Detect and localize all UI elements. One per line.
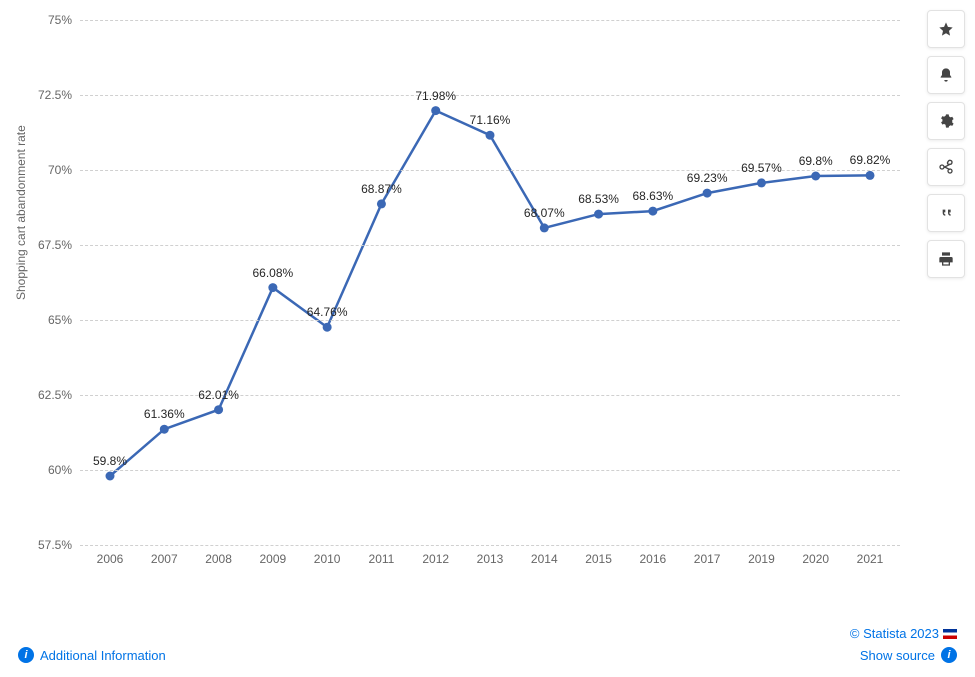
data-marker[interactable]	[703, 189, 712, 198]
data-label: 69.57%	[741, 161, 782, 175]
data-label: 71.16%	[470, 113, 511, 127]
x-tick-label: 2006	[97, 552, 124, 566]
star-icon	[938, 21, 954, 37]
data-marker[interactable]	[323, 323, 332, 332]
gridline	[80, 470, 900, 471]
gridline	[80, 20, 900, 21]
flag-icon	[943, 629, 957, 639]
share-icon	[938, 159, 954, 175]
data-marker[interactable]	[540, 223, 549, 232]
data-marker[interactable]	[377, 199, 386, 208]
additional-info-label: Additional Information	[40, 648, 166, 663]
data-marker[interactable]	[866, 171, 875, 180]
notify-button[interactable]	[927, 56, 965, 94]
x-tick-label: 2019	[748, 552, 775, 566]
data-label: 61.36%	[144, 407, 185, 421]
y-tick-label: 67.5%	[38, 238, 72, 252]
x-tick-label: 2014	[531, 552, 558, 566]
copyright: © Statista 2023	[850, 626, 957, 641]
toolbar	[927, 10, 965, 278]
x-tick-label: 2007	[151, 552, 178, 566]
x-tick-label: 2020	[802, 552, 829, 566]
x-tick-label: 2016	[639, 552, 666, 566]
y-tick-label: 60%	[48, 463, 72, 477]
share-button[interactable]	[927, 148, 965, 186]
data-marker[interactable]	[268, 283, 277, 292]
gridline	[80, 245, 900, 246]
gridline	[80, 320, 900, 321]
data-label: 69.8%	[799, 154, 833, 168]
chart-container: Shopping cart abandonment rate i Additio…	[0, 0, 975, 677]
y-axis-label: Shopping cart abandonment rate	[14, 125, 28, 300]
line-chart-svg	[80, 20, 900, 545]
x-tick-label: 2012	[422, 552, 449, 566]
x-tick-label: 2011	[369, 552, 395, 566]
info-icon: i	[18, 647, 34, 663]
show-source-link[interactable]: Show source i	[850, 647, 957, 663]
data-label: 71.98%	[415, 89, 456, 103]
print-icon	[938, 251, 954, 267]
footer-right: © Statista 2023 Show source i	[850, 626, 957, 663]
bell-icon	[938, 67, 954, 83]
info-icon: i	[941, 647, 957, 663]
print-button[interactable]	[927, 240, 965, 278]
data-label: 69.23%	[687, 171, 728, 185]
gear-icon	[938, 113, 954, 129]
x-tick-label: 2013	[477, 552, 504, 566]
y-tick-label: 70%	[48, 163, 72, 177]
y-tick-label: 57.5%	[38, 538, 72, 552]
data-label: 68.53%	[578, 192, 619, 206]
show-source-label: Show source	[860, 648, 935, 663]
data-marker[interactable]	[106, 472, 115, 481]
data-marker[interactable]	[214, 405, 223, 414]
gridline	[80, 95, 900, 96]
data-label: 62.01%	[198, 388, 239, 402]
footer: i Additional Information © Statista 2023…	[18, 626, 957, 663]
gridline	[80, 545, 900, 546]
cite-button[interactable]	[927, 194, 965, 232]
data-marker[interactable]	[431, 106, 440, 115]
data-marker[interactable]	[486, 131, 495, 140]
favorite-button[interactable]	[927, 10, 965, 48]
x-tick-label: 2009	[259, 552, 286, 566]
data-label: 68.07%	[524, 206, 565, 220]
data-label: 69.82%	[850, 153, 891, 167]
plot-area	[80, 20, 900, 545]
y-tick-label: 65%	[48, 313, 72, 327]
additional-info-link[interactable]: i Additional Information	[18, 647, 166, 663]
data-marker[interactable]	[594, 210, 603, 219]
y-tick-label: 62.5%	[38, 388, 72, 402]
data-marker[interactable]	[160, 425, 169, 434]
data-label: 64.76%	[307, 305, 348, 319]
data-label: 66.08%	[252, 266, 293, 280]
quote-icon	[938, 205, 954, 221]
data-marker[interactable]	[811, 172, 820, 181]
data-marker[interactable]	[757, 178, 766, 187]
x-tick-label: 2015	[585, 552, 612, 566]
data-label: 68.63%	[632, 189, 673, 203]
data-marker[interactable]	[648, 207, 657, 216]
copyright-text: © Statista 2023	[850, 626, 939, 641]
x-tick-label: 2021	[857, 552, 884, 566]
data-label: 59.8%	[93, 454, 127, 468]
settings-button[interactable]	[927, 102, 965, 140]
x-tick-label: 2017	[694, 552, 721, 566]
y-tick-label: 75%	[48, 13, 72, 27]
data-label: 68.87%	[361, 182, 402, 196]
y-tick-label: 72.5%	[38, 88, 72, 102]
x-tick-label: 2010	[314, 552, 341, 566]
x-tick-label: 2008	[205, 552, 232, 566]
